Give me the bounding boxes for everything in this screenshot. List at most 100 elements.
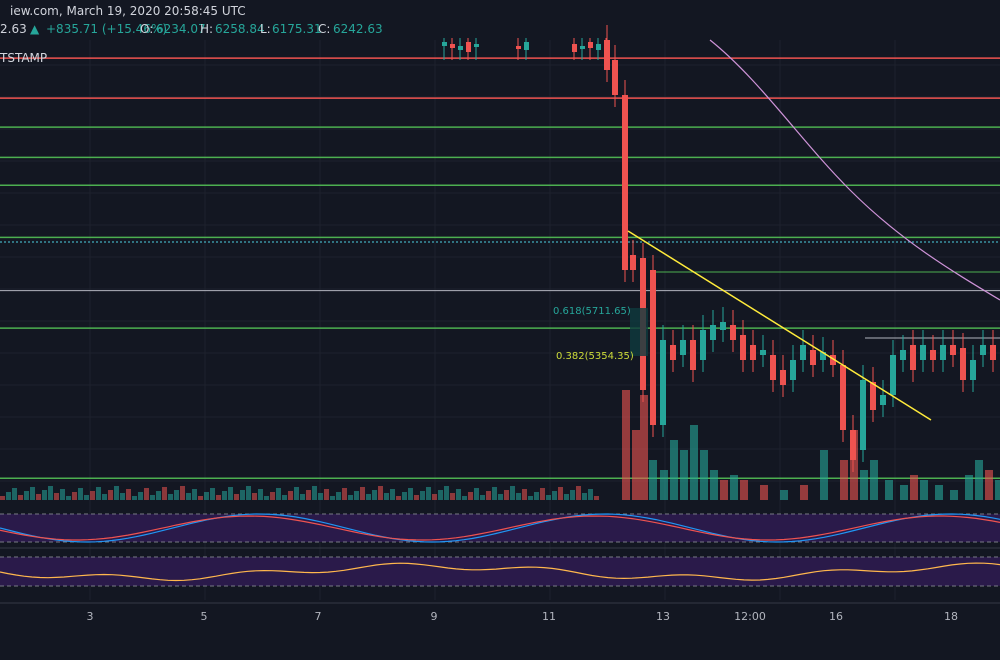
volume-bar: [492, 487, 497, 500]
candle-body: [740, 335, 746, 360]
volume-bar: [995, 480, 1000, 500]
volume-bars: [0, 390, 1000, 500]
volume-bar: [480, 495, 485, 500]
candle-body: [920, 345, 926, 360]
volume-bar: [740, 480, 748, 500]
volume-bar: [198, 496, 203, 500]
volume-bar: [96, 487, 101, 500]
volume-bar: [462, 496, 467, 500]
candle-body: [680, 340, 686, 355]
up-arrow-icon: ▲: [30, 22, 40, 36]
volume-bar: [126, 489, 131, 500]
volume-bar: [264, 496, 269, 500]
volume-bar: [54, 493, 59, 500]
volume-bar: [300, 494, 305, 500]
volume-bar: [860, 470, 868, 500]
candle-body: [840, 365, 846, 430]
low-value: 6175.31: [272, 22, 322, 36]
volume-bar: [850, 430, 858, 500]
volume-bar: [920, 480, 928, 500]
volume-bar: [700, 450, 708, 500]
x-tick-label: 11: [542, 610, 556, 623]
volume-bar: [640, 395, 648, 500]
volume-bar: [306, 490, 311, 500]
price-chart[interactable]: 0.618(5711.65) 0.382(5354.35) TSTAMP 3 5 7…: [0, 0, 1000, 628]
x-tick-label: 5: [201, 610, 208, 623]
time-axis[interactable]: 3 5 7 9 11 13 12:00 16 18: [87, 610, 959, 623]
volume-bar: [288, 491, 293, 500]
volume-bar: [36, 494, 41, 500]
candle-body: [612, 60, 618, 95]
volume-bar: [564, 494, 569, 500]
volume-bar: [174, 490, 179, 500]
volume-bar: [558, 487, 563, 500]
close-label: C:: [318, 22, 331, 36]
volume-bar: [42, 490, 47, 500]
volume-bar: [444, 486, 449, 500]
candle-body: [850, 430, 856, 460]
volume-bar: [384, 493, 389, 500]
volume-bar: [622, 390, 630, 500]
candle-body: [588, 42, 593, 48]
volume-bar: [336, 492, 341, 500]
x-tick-label: 3: [87, 610, 94, 623]
candle-body: [950, 345, 956, 355]
candle-body: [720, 322, 726, 330]
candle-body: [810, 350, 816, 365]
volume-bar: [258, 489, 263, 500]
moving-average-line: [709, 39, 1000, 301]
volume-bar: [546, 495, 551, 500]
candle-body: [860, 380, 866, 450]
candle-body: [572, 44, 577, 52]
rsi-line: [0, 562, 1000, 582]
volume-bar: [12, 488, 17, 500]
volume-bar: [276, 488, 281, 500]
candle-body: [730, 325, 736, 340]
volume-bar: [474, 488, 479, 500]
candle-body: [910, 345, 916, 370]
volume-bar: [240, 490, 245, 500]
volume-bar: [372, 490, 377, 500]
volume-bar: [588, 489, 593, 500]
volume-bar: [252, 493, 257, 500]
volume-bar: [540, 488, 545, 500]
candle-body: [516, 46, 521, 49]
candle-body: [990, 345, 996, 360]
volume-bar: [354, 491, 359, 500]
volume-bar: [800, 485, 808, 500]
volume-bar: [30, 487, 35, 500]
volume-bar: [186, 493, 191, 500]
candle-body: [596, 44, 601, 50]
volume-bar: [66, 496, 71, 500]
candle-body: [670, 345, 676, 360]
volume-bar: [432, 494, 437, 500]
volume-bar: [192, 489, 197, 500]
volume-bar: [690, 425, 698, 500]
volume-bar: [294, 487, 299, 500]
volume-bar: [84, 495, 89, 500]
volume-bar: [468, 492, 473, 500]
volume-bar: [576, 486, 581, 500]
candle-body: [830, 355, 836, 365]
volume-bar: [222, 491, 227, 500]
chart-header: iew.com, March 19, 2020 20:58:45 UTC 2.6…: [0, 0, 1000, 36]
volume-bar: [534, 492, 539, 500]
volume-bar: [246, 486, 251, 500]
candle-body: [474, 44, 479, 47]
volume-bar: [438, 490, 443, 500]
volume-bar: [60, 489, 65, 500]
candle-body: [604, 40, 610, 70]
volume-bar: [0, 496, 5, 500]
volume-bar: [985, 470, 993, 500]
volume-bar: [950, 490, 958, 500]
volume-bar: [498, 494, 503, 500]
candle-body: [960, 348, 966, 380]
x-tick-label: 13: [656, 610, 670, 623]
volume-bar: [426, 487, 431, 500]
volume-bar: [18, 495, 23, 500]
bottom-strip: [0, 628, 1000, 660]
high-label: H:: [200, 22, 214, 36]
descending-trendline: [627, 230, 932, 421]
open-label: O:: [140, 22, 154, 36]
fib-retracement: 0.618(5711.65) 0.382(5354.35): [553, 306, 648, 362]
